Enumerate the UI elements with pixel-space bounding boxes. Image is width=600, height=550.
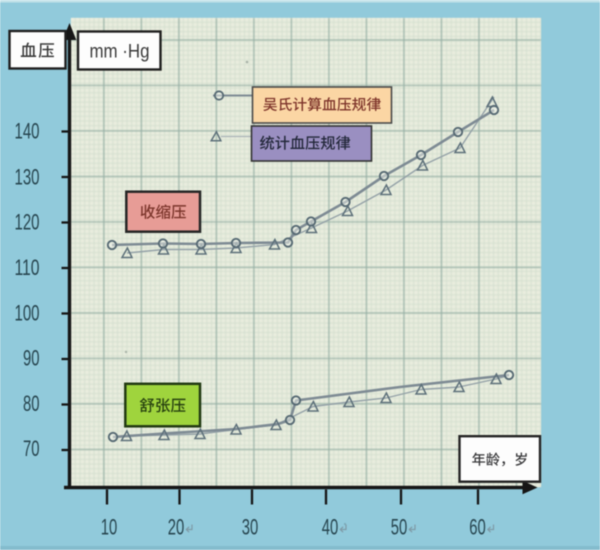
svg-text:120: 120 <box>15 209 40 234</box>
svg-text:50: 50 <box>391 515 408 540</box>
svg-text:70: 70 <box>23 436 40 461</box>
svg-text:100: 100 <box>15 300 40 325</box>
svg-text:10: 10 <box>101 515 118 540</box>
svg-text:140: 140 <box>15 118 40 143</box>
svg-text:mm ·Hg: mm ·Hg <box>90 42 150 63</box>
svg-text:80: 80 <box>23 391 40 416</box>
svg-text:40: 40 <box>322 515 339 540</box>
svg-text:60: 60 <box>469 515 486 540</box>
svg-text:20: 20 <box>168 515 185 540</box>
svg-text:90: 90 <box>23 345 40 370</box>
svg-text:110: 110 <box>15 255 40 280</box>
svg-text:130: 130 <box>15 164 40 189</box>
svg-text:30: 30 <box>242 515 259 540</box>
